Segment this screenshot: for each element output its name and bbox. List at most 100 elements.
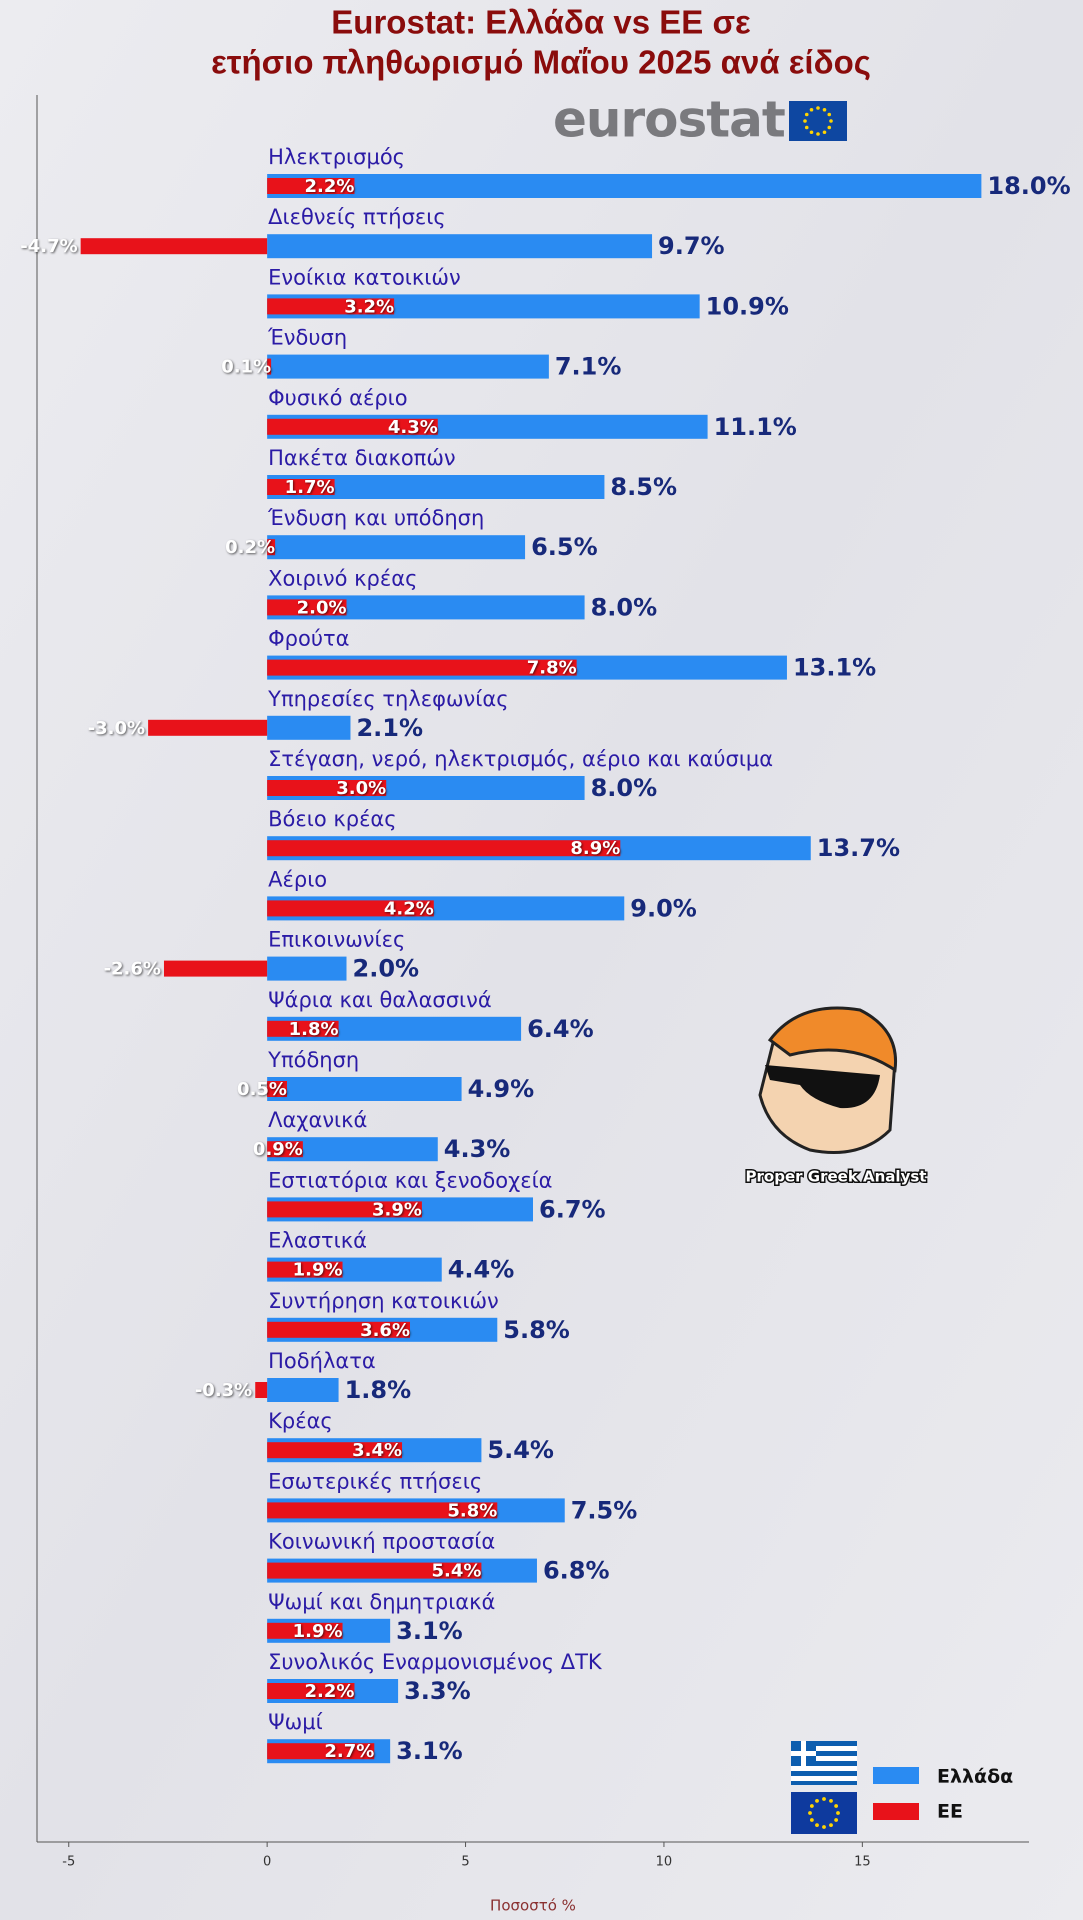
bar [267, 1081, 287, 1097]
value-label: 5.4% [431, 1561, 481, 1582]
flag-stars [808, 1797, 840, 1829]
value-label: 4.3% [388, 417, 438, 438]
x-axis-label: Ποσοστό % [490, 1897, 576, 1915]
value-label: 1.8% [289, 1019, 339, 1040]
bar [267, 354, 549, 379]
flag-stripe [791, 1766, 857, 1771]
star [829, 1798, 833, 1803]
value-label: 6.5% [531, 533, 598, 561]
star [822, 1797, 826, 1801]
flag-cross [791, 1751, 816, 1756]
category-label: Πακέτα διακοπών [268, 446, 456, 470]
value-label: 4.4% [448, 1256, 515, 1284]
value-label: 8.0% [591, 774, 658, 802]
star [808, 1811, 812, 1815]
bar [267, 659, 577, 676]
star [803, 119, 807, 123]
star [804, 125, 809, 130]
x-tick-label: 5 [461, 1855, 469, 1870]
star [834, 1804, 839, 1808]
bar [267, 174, 982, 198]
logo: eurostat [553, 91, 847, 149]
star [822, 1825, 826, 1829]
value-label: 1.7% [285, 477, 335, 498]
category-label: Ενοίκια κατοικιών [268, 265, 461, 289]
bar [267, 358, 272, 375]
value-label: -2.6% [104, 959, 161, 980]
star [827, 112, 832, 117]
bar [267, 178, 355, 194]
category-label: Ηλεκτρισμός [268, 145, 405, 169]
flag-stripe [791, 1746, 857, 1751]
category-label: Φρούτα [268, 627, 349, 651]
value-label: 2.7% [324, 1741, 374, 1762]
category-label: Συνολικός Εναρμονισμένος ΔΤΚ [268, 1650, 603, 1674]
legend: Ελλάδα ΕΕ [791, 1741, 1013, 1834]
value-label: 4.3% [444, 1135, 511, 1163]
bar [267, 1442, 403, 1459]
value-label: 5.8% [447, 1500, 497, 1521]
value-label: 6.7% [539, 1195, 606, 1223]
bar [267, 1378, 339, 1402]
bar [267, 780, 387, 796]
value-label: -4.7% [20, 236, 77, 257]
star [816, 106, 820, 110]
value-label: 7.1% [555, 353, 622, 381]
category-label: Φυσικό αέριο [268, 386, 407, 410]
logo-text: eurostat [553, 91, 785, 149]
value-label: -0.3% [195, 1380, 252, 1401]
category-label: Αέριο [268, 867, 327, 891]
bar [267, 1743, 375, 1760]
value-label: 11.1% [714, 413, 797, 441]
value-label: 5.4% [487, 1436, 554, 1464]
bar [267, 418, 438, 435]
bar [148, 719, 268, 736]
value-label: 10.9% [706, 292, 789, 320]
x-tick-label: -5 [62, 1855, 75, 1870]
value-label: 13.7% [817, 834, 900, 862]
watermark: Proper Greek Analyst [744, 1006, 928, 1187]
value-label: 5.8% [503, 1316, 570, 1344]
star [815, 1823, 819, 1828]
bar [267, 1020, 339, 1037]
star [834, 1818, 839, 1822]
value-label: 2.2% [305, 176, 355, 197]
value-label: 6.8% [543, 1557, 610, 1585]
value-label: 0.1% [221, 357, 271, 378]
value-label: 3.4% [352, 1440, 402, 1461]
category-label: Επικοινωνίες [268, 928, 405, 952]
plot-area: -5 0 5 10 15 Ηλεκτρισμός 18.0% 2.2% Διεθνείς πτή… [20, 145, 1070, 1870]
star [827, 125, 832, 130]
bar [267, 479, 335, 495]
value-label: 2.0% [353, 955, 420, 983]
legend-label: Ελλάδα [937, 1766, 1013, 1788]
legend-swatch [873, 1767, 919, 1784]
value-label: 3.0% [336, 778, 386, 799]
flag-stripe [791, 1776, 857, 1781]
category-label: Ποδήλατα [268, 1349, 376, 1373]
bar [267, 956, 347, 981]
value-label: 3.3% [404, 1677, 471, 1705]
star [809, 130, 814, 135]
value-label: 3.2% [344, 296, 394, 317]
value-label: 1.9% [293, 1621, 343, 1642]
flag-stripe [791, 1756, 857, 1761]
star [816, 132, 820, 136]
value-label: 2.1% [356, 714, 423, 742]
category-label: Λαχανικά [268, 1108, 367, 1132]
bar [267, 1321, 410, 1338]
category-label: Ψάρια και θαλασσινά [268, 988, 492, 1012]
star [829, 1823, 833, 1828]
legend-flag-eu [791, 1792, 857, 1834]
category-label: Ένδυση και υπόδηση [267, 506, 484, 530]
value-label: 7.8% [527, 658, 577, 679]
bar [267, 1077, 462, 1101]
bar [267, 715, 351, 740]
value-label: 4.9% [468, 1075, 535, 1103]
value-label: 9.0% [630, 894, 697, 922]
bar [267, 1562, 482, 1579]
category-label: Διεθνείς πτήσεις [268, 205, 446, 229]
legend-flag-greece [791, 1741, 857, 1785]
